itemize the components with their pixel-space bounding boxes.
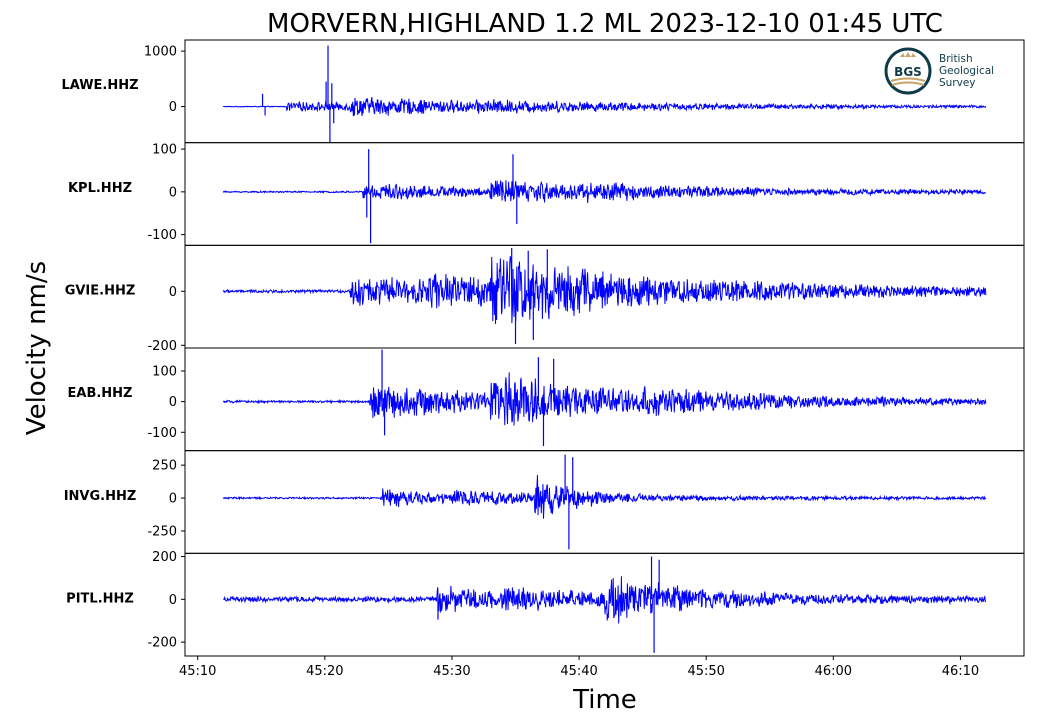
y-axis-label: Velocity nm/s <box>22 261 52 435</box>
y-tick-label: 200 <box>152 550 177 565</box>
x-axis-label: Time <box>572 685 637 715</box>
x-tick-label: 45:30 <box>433 664 470 679</box>
station-label: LAWE.HHZ <box>61 78 138 93</box>
x-tick-label: 46:00 <box>815 664 852 679</box>
x-tick-label: 45:10 <box>179 664 216 679</box>
logo-line-2: Geological <box>939 65 994 77</box>
panel-lawe-hhz: 1000 0 LAWE.HHZ <box>61 39 1025 144</box>
waveform-trace <box>222 576 987 624</box>
panel-frame <box>184 552 1025 657</box>
logo-line-3: Survey <box>939 77 976 89</box>
y-tick-label: 100 <box>152 364 177 379</box>
station-label: GVIE.HHZ <box>65 284 136 299</box>
panel-invg-hhz: 250 0 -250 INVG.HHZ <box>64 450 1025 554</box>
x-tick-label: 45:50 <box>687 664 724 679</box>
x-tick-label: 45:20 <box>306 664 343 679</box>
y-tick-label: -250 <box>147 524 177 539</box>
y-tick-label: 0 <box>169 395 177 410</box>
waveform-trace <box>222 372 987 426</box>
station-label: INVG.HHZ <box>64 489 137 504</box>
panels-group: 10000LAWE.HHZ1000-100KPL.HHZ0-200GVIE.HH… <box>61 39 1025 657</box>
panel-eab-hhz: 100 0 -100 EAB.HHZ <box>68 347 1025 452</box>
panel-gvie-hhz: 0 -200 GVIE.HHZ <box>65 244 1025 354</box>
y-tick-label: 0 <box>169 185 177 200</box>
station-label: PITL.HHZ <box>66 592 134 607</box>
bgs-logo: BGS British Geological Survey <box>884 47 994 95</box>
x-tick-label: 46:10 <box>942 664 979 679</box>
panel-pitl-hhz: 200 0 -200 PITL.HHZ <box>66 550 1025 657</box>
y-tick-label: -100 <box>147 426 177 441</box>
logo-line-1: British <box>939 53 973 65</box>
y-tick-label: 1000 <box>144 45 177 60</box>
y-tick-label: 0 <box>169 100 177 115</box>
x-tick-label: 45:40 <box>560 664 597 679</box>
logo-ring-icon <box>884 47 932 95</box>
y-tick-label: 100 <box>152 143 177 158</box>
y-tick-label: -100 <box>147 228 177 243</box>
y-tick-label: 0 <box>169 492 177 507</box>
station-label: EAB.HHZ <box>68 386 133 401</box>
chart-title: MORVERN,HIGHLAND 1.2 ML 2023-12-10 01:45… <box>267 9 943 39</box>
waveform-trace <box>223 96 987 117</box>
logo-strata-icon <box>890 77 926 86</box>
y-tick-label: 0 <box>169 285 177 300</box>
logo-abbreviation: BGS <box>894 65 922 79</box>
y-tick-label: -200 <box>147 339 177 354</box>
waveform-trace <box>222 180 987 204</box>
panel-kpl-hhz: 100 0 -100 KPL.HHZ <box>68 142 1025 246</box>
y-tick-label: -200 <box>147 636 177 651</box>
waveform-trace <box>222 474 987 519</box>
y-tick-label: 0 <box>169 593 177 608</box>
x-axis: 45:10 45:20 45:30 45:40 45:50 46:00 46:10 <box>179 656 979 679</box>
waveform-trace <box>222 256 987 324</box>
station-label: KPL.HHZ <box>68 181 132 196</box>
crown-icon <box>900 52 916 57</box>
y-tick-label: 250 <box>152 459 177 474</box>
